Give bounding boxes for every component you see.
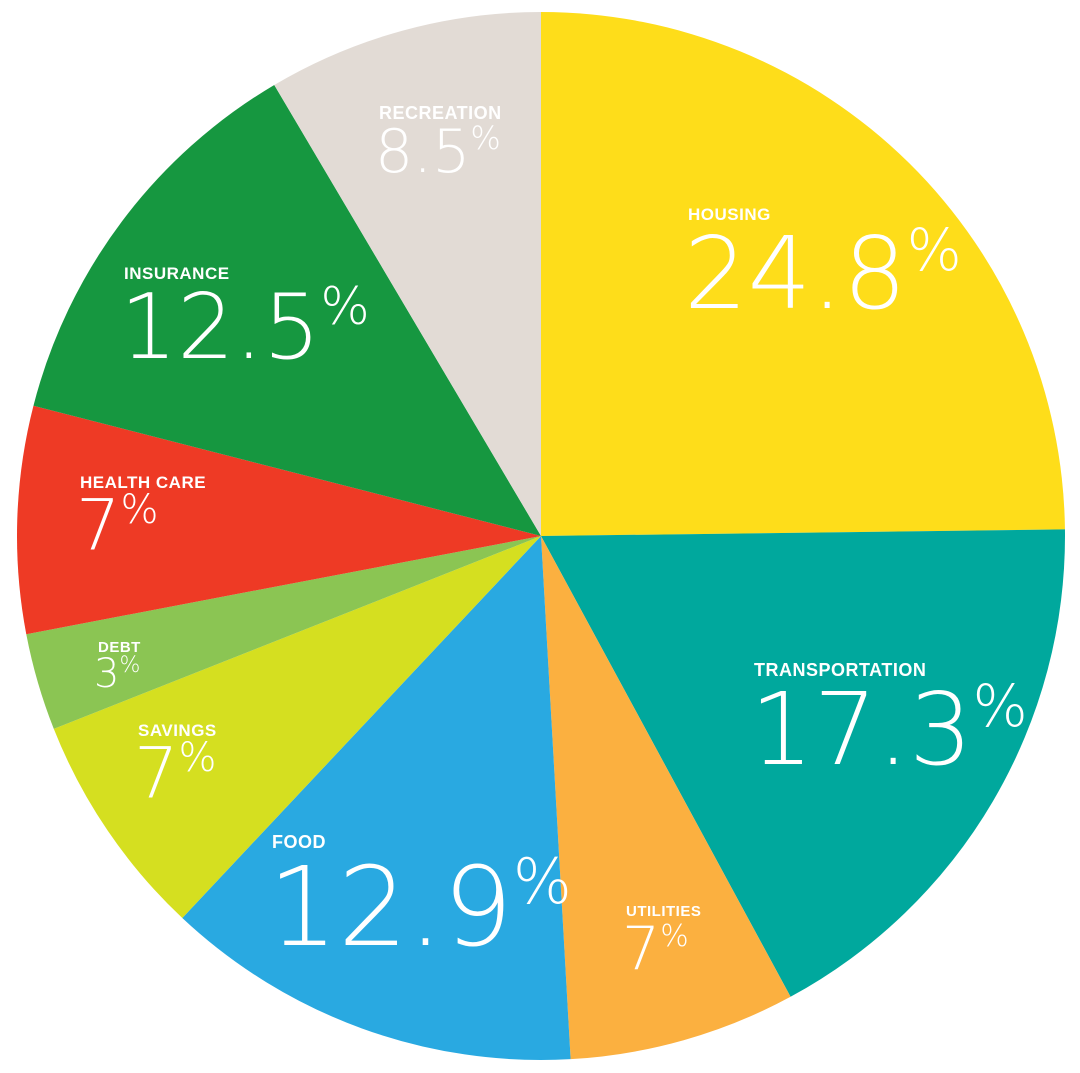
slice-value-utilities: 7% [622,914,689,984]
pie-slice-insurance [33,84,542,536]
slice-value-savings: 7% [134,733,217,815]
slice-label-debt: DEBT [98,639,141,656]
pie-slice-savings [53,536,542,918]
pie-slice-health-care [16,405,541,635]
slice-label-transportation: TRANSPORTATION [754,660,926,680]
pie-slice-food [182,536,571,1060]
pie-slice-transportation [541,529,1066,997]
slice-label-utilities: UTILITIES [626,903,701,920]
slice-value-food: 12.9% [268,843,572,971]
slice-label-food: FOOD [272,832,326,852]
pie-slice-recreation [274,12,541,536]
slice-label-insurance: INSURANCE [124,264,230,283]
slice-label-housing: HOUSING [688,205,771,224]
slice-value-health-care: 7% [76,485,159,567]
slice-value-transportation: 17.3% [750,671,1028,788]
slice-label-recreation: RECREATION [379,103,502,123]
slice-value-insurance: 12.5% [120,275,370,380]
pie-slice-housing [541,11,1065,536]
pie-slice-utilities [541,536,791,1060]
slice-value-debt: 3% [94,651,140,697]
slice-value-housing: 24.8% [684,215,962,332]
slice-label-savings: SAVINGS [138,721,217,740]
slice-value-recreation: 8.5% [375,117,501,187]
pie-slices [16,11,1066,1060]
slice-label-health-care: HEALTH CARE [80,473,206,492]
pie-slice-debt [26,536,541,729]
